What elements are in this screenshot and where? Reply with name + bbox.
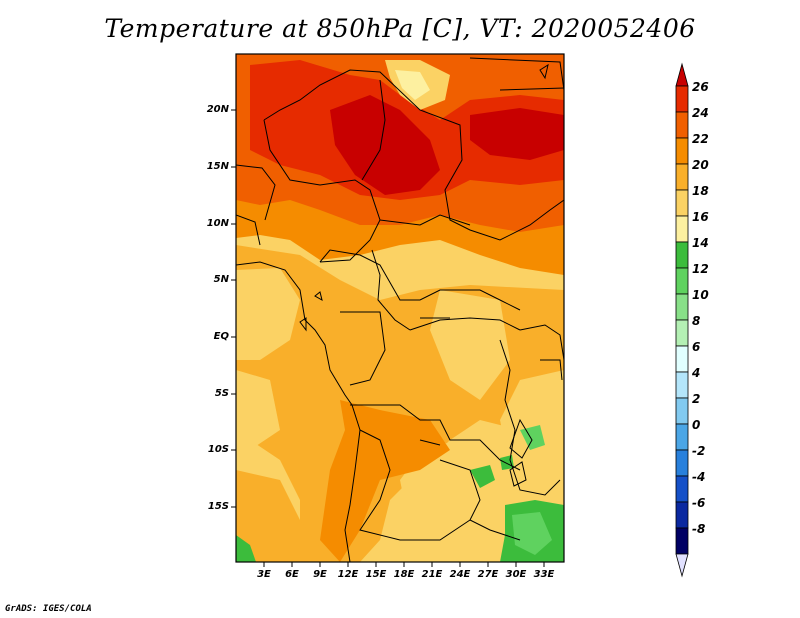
colorbar-label-14: 14 (692, 236, 709, 250)
lon-label-21e: 21E (421, 569, 443, 580)
lat-label-5n: 5N (213, 274, 229, 285)
colorbar-bottom-arrow (675, 553, 689, 578)
lat-label-20n: 20N (206, 104, 229, 115)
colorbar-segment (675, 163, 689, 191)
lon-label-33e: 33E (533, 569, 555, 580)
lon-label-9e: 9E (313, 569, 327, 580)
colorbar-segment (675, 189, 689, 217)
colorbar-label-2: 2 (692, 392, 701, 406)
lon-label-27e: 27E (477, 569, 499, 580)
colorbar-label-8: 8 (692, 314, 701, 328)
colorbar-segment (675, 345, 689, 373)
colorbar-label-16: 16 (692, 210, 709, 224)
lon-label-12e: 12E (337, 569, 359, 580)
lon-label-3e: 3E (257, 569, 271, 580)
map-title: Temperature at 850hPa [C], VT: 202005240… (104, 14, 696, 43)
colorbar-segment (675, 137, 689, 165)
colorbar-segment (675, 423, 689, 451)
colorbar-label-22: 22 (692, 132, 709, 146)
colorbar-label-6: 6 (692, 340, 701, 354)
lon-label-15e: 15E (365, 569, 387, 580)
colorbar-label-26: 26 (692, 80, 709, 94)
colorbar-segment (675, 111, 689, 139)
lat-label-10s: 10S (207, 444, 229, 455)
lon-label-6e: 6E (285, 569, 299, 580)
colorbar-label-20: 20 (692, 158, 709, 172)
colorbar-segment (675, 267, 689, 295)
colorbar-label-minus6: -6 (692, 496, 706, 510)
colorbar-label-24: 24 (692, 106, 709, 120)
colorbar-segment (675, 319, 689, 347)
colorbar-label-minus4: -4 (692, 470, 706, 484)
lon-label-18e: 18E (393, 569, 415, 580)
colorbar-segment (675, 215, 689, 243)
lat-label-5s: 5S (214, 388, 229, 399)
colorbar-segment (675, 397, 689, 425)
colorbar-segment (675, 527, 689, 555)
map-frame (235, 53, 565, 563)
lon-ticks (263, 562, 545, 567)
colorbar-top-arrow (675, 62, 689, 87)
colorbar-segment (675, 371, 689, 399)
colorbar-label-minus8: -8 (692, 522, 706, 536)
grads-credit: GrADS: IGES/COLA (5, 604, 92, 614)
lat-label-10n: 10N (206, 218, 229, 229)
colorbar-label-18: 18 (692, 184, 709, 198)
colorbar-label-10: 10 (692, 288, 709, 302)
colorbar-segments (675, 62, 689, 578)
colorbar-label-minus2: -2 (692, 444, 706, 458)
colorbar-segment (675, 85, 689, 113)
lon-label-30e: 30E (505, 569, 527, 580)
lat-label-15n: 15N (206, 161, 229, 172)
colorbar-segment (675, 475, 689, 503)
colorbar-segment (675, 293, 689, 321)
lat-ticks (231, 109, 236, 508)
lat-label-15s: 15S (207, 501, 229, 512)
colorbar-label-0: 0 (692, 418, 701, 432)
colorbar-label-12: 12 (692, 262, 709, 276)
colorbar-label-4: 4 (692, 366, 701, 380)
temperature-field (236, 54, 564, 562)
lat-label-eq: EQ (213, 331, 229, 342)
lon-label-24e: 24E (449, 569, 471, 580)
colorbar-segment (675, 449, 689, 477)
colorbar-segment (675, 501, 689, 529)
colorbar-segment (675, 241, 689, 269)
country-borders (236, 57, 564, 562)
